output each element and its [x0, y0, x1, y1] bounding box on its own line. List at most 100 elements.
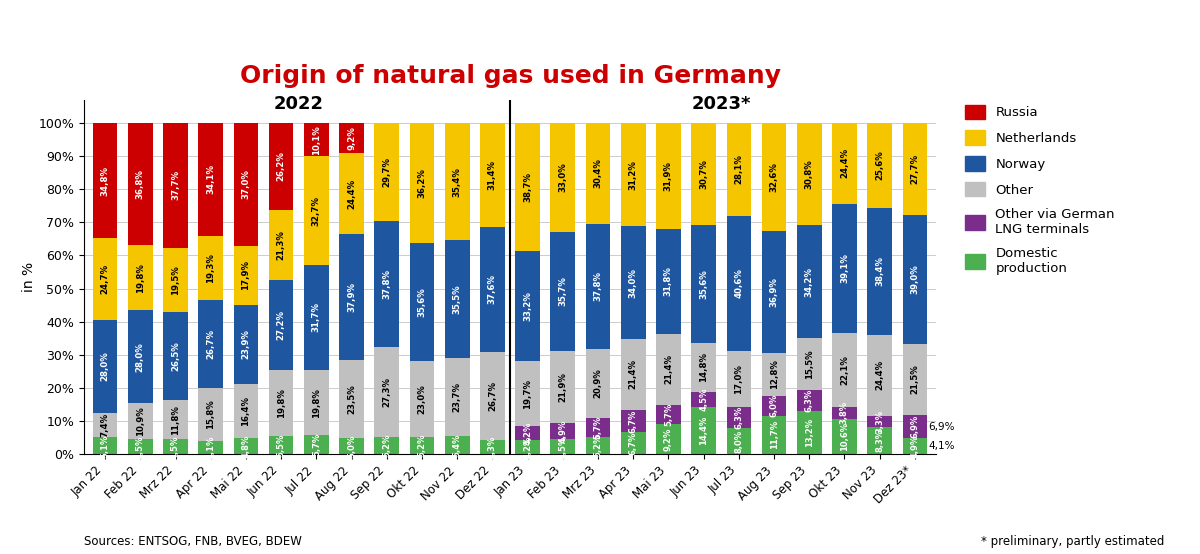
Text: 5,2%: 5,2% — [594, 434, 602, 458]
Bar — [445, 240, 469, 358]
Text: 31,9%: 31,9% — [664, 161, 673, 191]
Bar — [832, 204, 857, 334]
Text: 6,7%: 6,7% — [629, 432, 637, 455]
Bar — [902, 438, 928, 454]
Bar — [234, 305, 258, 384]
Text: 21,9%: 21,9% — [558, 372, 568, 402]
Bar — [620, 339, 646, 410]
Title: Origin of natural gas used in Germany: Origin of natural gas used in Germany — [240, 64, 780, 88]
Bar — [374, 437, 400, 454]
Text: 4,1%: 4,1% — [929, 441, 955, 451]
Text: 11,8%: 11,8% — [172, 405, 180, 435]
Bar — [374, 222, 400, 347]
Text: 35,5%: 35,5% — [452, 284, 462, 314]
Text: 2022: 2022 — [274, 95, 324, 113]
Bar — [445, 358, 469, 437]
Bar — [92, 123, 118, 238]
Text: 6,3%: 6,3% — [805, 388, 814, 412]
Text: 5,0%: 5,0% — [347, 434, 356, 458]
Text: 21,3%: 21,3% — [277, 230, 286, 260]
Text: 30,7%: 30,7% — [700, 159, 708, 189]
Bar — [340, 153, 364, 234]
Bar — [586, 224, 611, 349]
Text: 34,2%: 34,2% — [805, 266, 814, 296]
Bar — [797, 338, 822, 389]
Bar — [797, 389, 822, 411]
Bar — [868, 335, 892, 416]
Bar — [304, 156, 329, 265]
Text: 10,6%: 10,6% — [840, 422, 848, 452]
Text: 27,2%: 27,2% — [277, 310, 286, 340]
Text: 11,7%: 11,7% — [769, 420, 779, 449]
Text: 5,7%: 5,7% — [312, 433, 320, 456]
Text: 5,7%: 5,7% — [664, 403, 673, 426]
Bar — [797, 123, 822, 225]
Bar — [868, 416, 892, 427]
Text: 5,1%: 5,1% — [101, 434, 109, 458]
Text: 37,7%: 37,7% — [172, 170, 180, 201]
Bar — [198, 123, 223, 236]
Text: 2023*: 2023* — [691, 95, 751, 113]
Bar — [163, 123, 188, 248]
Text: 30,8%: 30,8% — [805, 159, 814, 189]
Bar — [726, 351, 751, 407]
Bar — [515, 440, 540, 454]
Text: 4,5%: 4,5% — [558, 435, 568, 459]
Text: 17,9%: 17,9% — [241, 260, 251, 290]
Text: 4,5%: 4,5% — [136, 435, 145, 459]
Text: 36,9%: 36,9% — [769, 277, 779, 307]
Text: 26,7%: 26,7% — [206, 329, 215, 359]
Bar — [551, 232, 575, 351]
Bar — [445, 437, 469, 454]
Bar — [586, 349, 611, 418]
Bar — [832, 407, 857, 419]
Text: 37,8%: 37,8% — [594, 271, 602, 301]
Text: 19,8%: 19,8% — [312, 388, 320, 418]
Bar — [586, 418, 611, 437]
Text: 37,9%: 37,9% — [347, 282, 356, 312]
Bar — [620, 432, 646, 454]
Text: 36,8%: 36,8% — [136, 169, 145, 199]
Text: 24,7%: 24,7% — [101, 264, 109, 294]
Bar — [691, 392, 716, 407]
Bar — [902, 123, 928, 215]
Bar — [726, 216, 751, 351]
Text: 37,0%: 37,0% — [241, 170, 251, 199]
Bar — [198, 300, 223, 388]
Text: 6,0%: 6,0% — [769, 394, 779, 417]
Bar — [198, 440, 223, 454]
Bar — [551, 439, 575, 454]
Text: 26,2%: 26,2% — [277, 151, 286, 181]
Text: 35,4%: 35,4% — [452, 167, 462, 197]
Bar — [163, 248, 188, 312]
Text: 35,6%: 35,6% — [418, 287, 426, 317]
Text: 31,8%: 31,8% — [664, 266, 673, 296]
Bar — [551, 423, 575, 439]
Bar — [515, 427, 540, 440]
Text: 6,7%: 6,7% — [629, 409, 637, 433]
Bar — [409, 437, 434, 454]
Bar — [234, 384, 258, 438]
Bar — [92, 437, 118, 454]
Bar — [198, 388, 223, 440]
Text: 19,7%: 19,7% — [523, 379, 532, 409]
Text: 31,2%: 31,2% — [629, 160, 637, 189]
Bar — [586, 123, 611, 224]
Legend: Russia, Netherlands, Norway, Other, Other via German
LNG terminals, Domestic
pro: Russia, Netherlands, Norway, Other, Othe… — [960, 99, 1120, 280]
Text: 5,2%: 5,2% — [418, 434, 426, 458]
Bar — [902, 344, 928, 415]
Bar — [832, 123, 857, 204]
Text: 34,0%: 34,0% — [629, 268, 637, 297]
Text: 39,0%: 39,0% — [911, 264, 919, 294]
Bar — [340, 438, 364, 454]
Text: 14,8%: 14,8% — [700, 352, 708, 382]
Bar — [691, 224, 716, 342]
Text: 38,4%: 38,4% — [875, 257, 884, 286]
Bar — [832, 334, 857, 407]
Bar — [374, 347, 400, 437]
Bar — [656, 405, 680, 424]
Bar — [409, 243, 434, 361]
Text: 34,1%: 34,1% — [206, 165, 215, 194]
Bar — [340, 234, 364, 360]
Bar — [691, 407, 716, 454]
